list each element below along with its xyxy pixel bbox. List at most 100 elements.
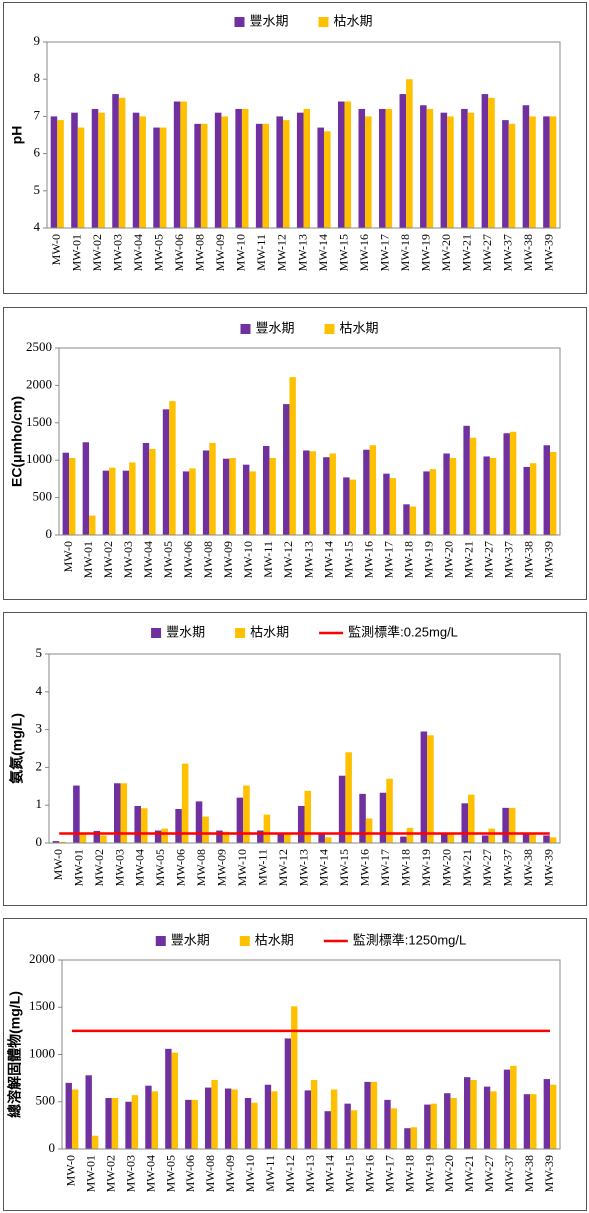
bar: [390, 1108, 398, 1149]
x-tick-label: MW-06: [172, 234, 186, 271]
x-tick-label: MW-13: [301, 541, 315, 578]
bar: [350, 1110, 358, 1149]
bar: [447, 116, 454, 228]
bar: [269, 457, 276, 535]
bar: [364, 1081, 371, 1149]
bar: [363, 449, 370, 535]
bar: [140, 808, 148, 843]
bar: [102, 470, 110, 535]
legend-swatch: [235, 628, 246, 638]
bar: [175, 808, 182, 843]
x-tick-label: MW-0: [51, 849, 65, 880]
x-tick-label: MW-21: [459, 234, 473, 271]
bar: [481, 835, 489, 843]
bar: [358, 108, 366, 228]
bar: [249, 471, 256, 535]
bar: [142, 442, 150, 535]
bar: [369, 445, 377, 535]
x-tick-label: MW-37: [501, 849, 515, 886]
x-tick-label: MW-38: [522, 1155, 536, 1192]
bar: [523, 466, 530, 535]
bar: [503, 433, 510, 535]
bar: [277, 833, 285, 843]
bar: [131, 1095, 139, 1149]
bar: [423, 471, 430, 535]
bar: [543, 835, 550, 843]
bar: [530, 1094, 537, 1149]
x-tick-label: MW-09: [223, 1155, 237, 1192]
x-tick-label: MW-10: [234, 234, 248, 271]
plot-border: [46, 41, 561, 229]
bar: [549, 116, 557, 228]
bar: [349, 479, 356, 535]
bar: [386, 778, 393, 843]
bar: [255, 123, 263, 228]
bar: [343, 477, 350, 535]
bar: [529, 463, 537, 535]
bar: [303, 450, 310, 535]
bar: [449, 457, 457, 535]
bar: [323, 457, 330, 535]
bar: [317, 127, 325, 228]
bar: [289, 377, 296, 535]
bar: [443, 453, 450, 535]
x-tick-label: MW-13: [296, 849, 310, 886]
bar: [71, 1089, 79, 1149]
x-tick-label: MW-38: [522, 541, 536, 578]
y-tick-label: 0: [49, 1140, 56, 1155]
legend-label: 豐水期: [171, 932, 210, 947]
bar: [304, 790, 312, 843]
bar: [502, 807, 509, 843]
x-tick-label: MW-12: [283, 1155, 297, 1192]
legend-swatch: [151, 628, 162, 638]
bar: [383, 473, 390, 535]
legend-label: 豐水期: [255, 320, 294, 335]
x-tick-label: MW-19: [419, 849, 433, 886]
legend-label: 監測標準:1250mg/L: [353, 932, 466, 947]
bar: [65, 1082, 72, 1149]
x-tick-label: MW-15: [341, 541, 355, 578]
x-tick-label: MW-04: [143, 1155, 157, 1192]
bar: [241, 108, 249, 228]
bar: [430, 1103, 437, 1149]
bar: [79, 833, 87, 843]
bar: [444, 1093, 451, 1149]
bar: [89, 515, 96, 535]
bar: [489, 457, 497, 535]
x-tick-label: MW-03: [111, 234, 125, 271]
bar: [129, 462, 136, 535]
x-tick-label: MW-13: [295, 234, 309, 271]
x-tick-label: MW-39: [542, 1155, 556, 1192]
bar: [77, 127, 85, 228]
y-axis-label: EC(μmho/cm): [9, 396, 25, 487]
bar: [98, 112, 105, 228]
bar: [165, 1048, 172, 1149]
x-tick-label: MW-12: [275, 234, 289, 271]
bar: [291, 1006, 298, 1149]
bar: [284, 1038, 292, 1149]
x-tick-label: MW-10: [243, 1155, 257, 1192]
x-tick-label: MW-39: [541, 234, 555, 271]
bar: [330, 1089, 338, 1149]
bar: [182, 471, 190, 535]
bar: [502, 120, 509, 228]
bar: [231, 1089, 238, 1149]
legend-label: 枯水期: [334, 13, 373, 28]
x-tick-label: MW-14: [317, 849, 331, 886]
x-tick-label: MW-20: [439, 849, 453, 886]
x-tick-label: MW-02: [90, 234, 104, 271]
x-tick-label: MW-16: [361, 541, 375, 578]
bar: [379, 108, 386, 228]
bar: [318, 833, 325, 843]
bar: [365, 116, 372, 228]
bar: [162, 409, 170, 535]
legend-swatch: [155, 936, 166, 946]
y-axis-label: 氨氮(mg/L): [9, 713, 25, 784]
legend-label: 枯水期: [340, 320, 379, 335]
y-tick-label: 2000: [29, 951, 55, 966]
bar: [243, 785, 250, 843]
x-tick-label: MW-09: [214, 849, 228, 886]
bar: [221, 116, 228, 228]
x-tick-label: MW-08: [194, 849, 208, 886]
x-tick-label: MW-04: [141, 541, 155, 578]
